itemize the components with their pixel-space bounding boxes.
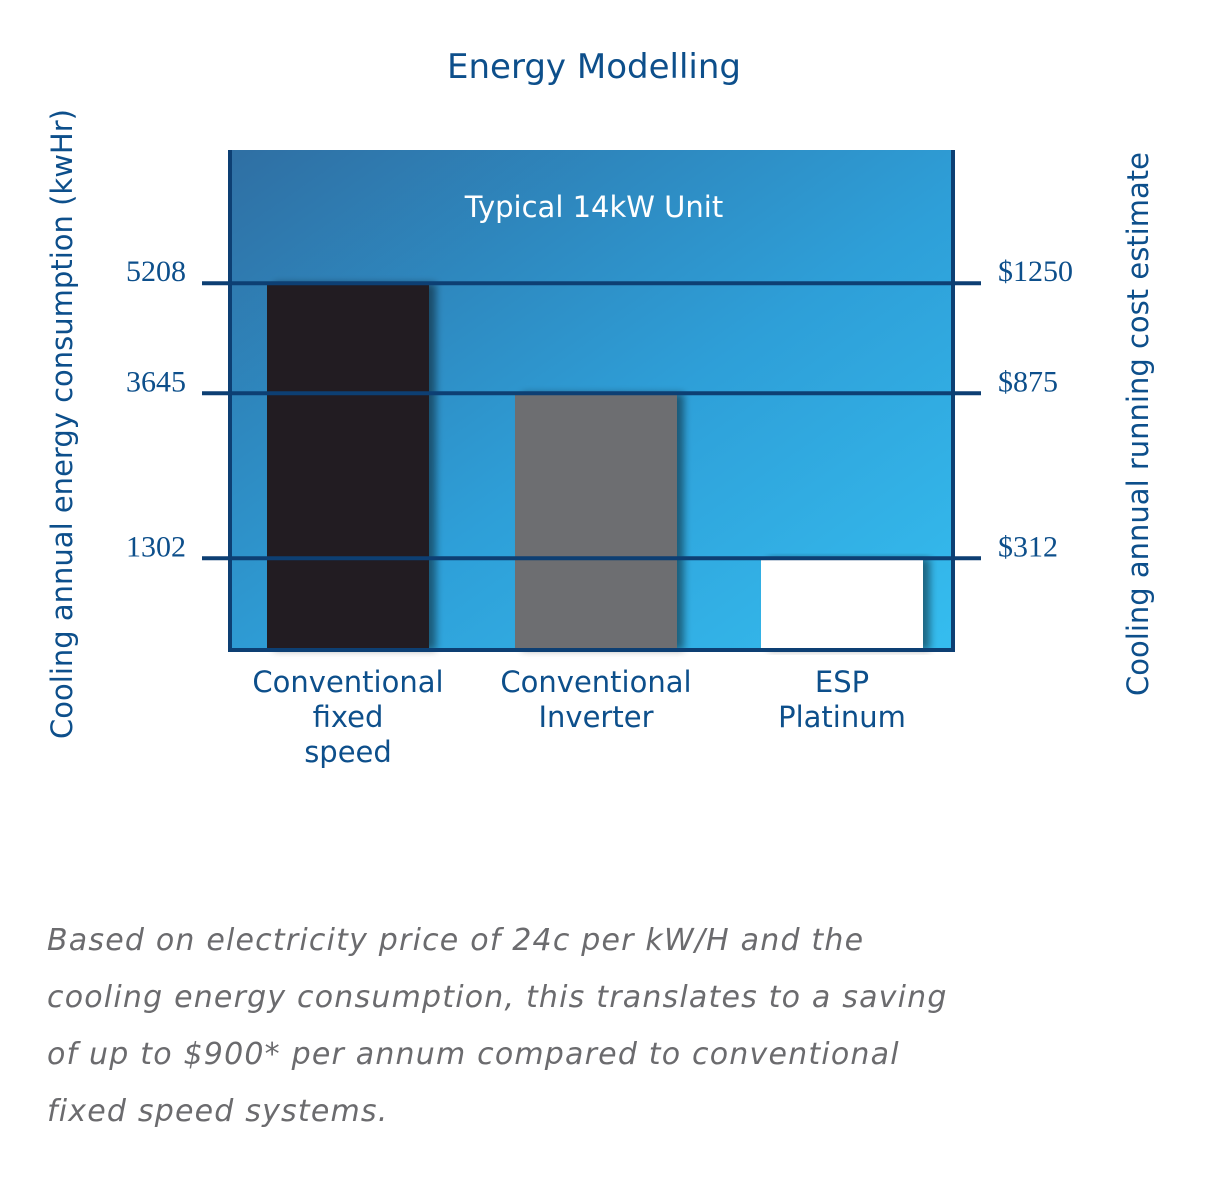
left-tick-label-3: 1302: [126, 530, 186, 563]
category-label-line: Platinum: [778, 700, 906, 734]
category-label-3: ESP Platinum: [778, 665, 906, 734]
right-tick-label-2: $875: [998, 365, 1058, 398]
bar-1: [267, 283, 429, 650]
category-label-1: Conventional fixed speed: [252, 665, 443, 769]
category-label-line: ESP: [815, 665, 869, 699]
right-tick-label-3: $312: [998, 530, 1058, 563]
category-label-line: Inverter: [539, 700, 654, 734]
energy-chart: 5208 $1250 3645 $875 1302 $312 Conventional fix…: [45, 47, 1155, 769]
left-tick-label-1: 5208: [126, 255, 186, 288]
y-axis-label-right: Cooling annual running cost estimate: [1121, 152, 1155, 696]
chart-subtitle: Typical 14kW Unit: [464, 190, 723, 224]
category-label-line: fixed: [313, 700, 384, 734]
category-label-line: Conventional: [252, 665, 443, 699]
y-axis-label-left: Cooling annual energy consumption (kwHr): [45, 109, 79, 739]
category-label-line: speed: [304, 735, 392, 769]
right-tick-label-1: $1250: [998, 255, 1073, 288]
bar-2: [515, 393, 677, 650]
category-label-2: Conventional Inverter: [500, 665, 691, 734]
bar-3: [761, 558, 923, 650]
chart-title: Energy Modelling: [447, 47, 741, 87]
left-tick-label-2: 3645: [126, 365, 186, 398]
category-label-line: Conventional: [500, 665, 691, 699]
footnote-caption: Based on electricity price of 24c per kW…: [47, 923, 948, 1129]
